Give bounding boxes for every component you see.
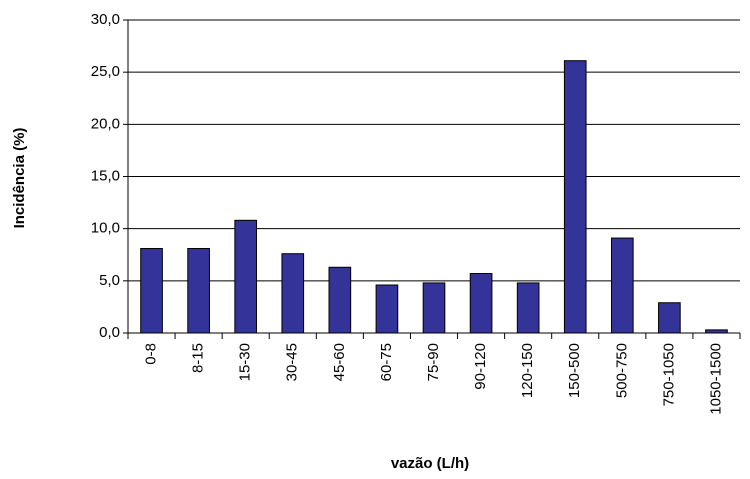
x-tick-label: 15-30	[237, 343, 254, 381]
x-tick-label: 500-750	[613, 343, 630, 398]
bar	[375, 284, 399, 334]
bar	[140, 247, 163, 334]
y-tick-label: 30,0	[91, 11, 120, 28]
x-tick-label: 150-500	[566, 343, 583, 398]
bar	[563, 60, 587, 334]
y-tick-label: 0,0	[99, 324, 120, 341]
y-tick-label: 15,0	[91, 167, 120, 184]
y-tick-label: 5,0	[99, 272, 120, 289]
x-tick-label: 750-1050	[660, 343, 677, 406]
bar	[281, 253, 305, 334]
x-tick-label: 1050-1500	[707, 343, 724, 415]
y-tick-label: 10,0	[91, 220, 120, 237]
x-tick-label: 120-150	[519, 343, 536, 398]
y-tick-label: 25,0	[91, 63, 120, 80]
x-axis-title: vazão (L/h)	[391, 455, 469, 472]
y-axis-title: Incidência (%)	[11, 128, 28, 229]
x-tick-label: 0-8	[143, 343, 160, 365]
x-tick-label: 75-90	[425, 343, 442, 381]
bar	[658, 302, 681, 334]
bar	[516, 282, 540, 334]
bar	[469, 273, 493, 334]
y-tick-label: 20,0	[91, 115, 120, 132]
bar	[187, 247, 210, 334]
x-tick-label: 60-75	[378, 343, 395, 381]
bar	[234, 219, 258, 334]
bar	[705, 329, 728, 334]
x-tick-label: 90-120	[472, 343, 489, 390]
x-tick-label: 8-15	[190, 343, 207, 373]
x-tick-label: 45-60	[331, 343, 348, 381]
bar	[610, 237, 634, 334]
bar	[328, 266, 352, 334]
x-tick-label: 30-45	[284, 343, 301, 381]
bar	[422, 282, 446, 334]
